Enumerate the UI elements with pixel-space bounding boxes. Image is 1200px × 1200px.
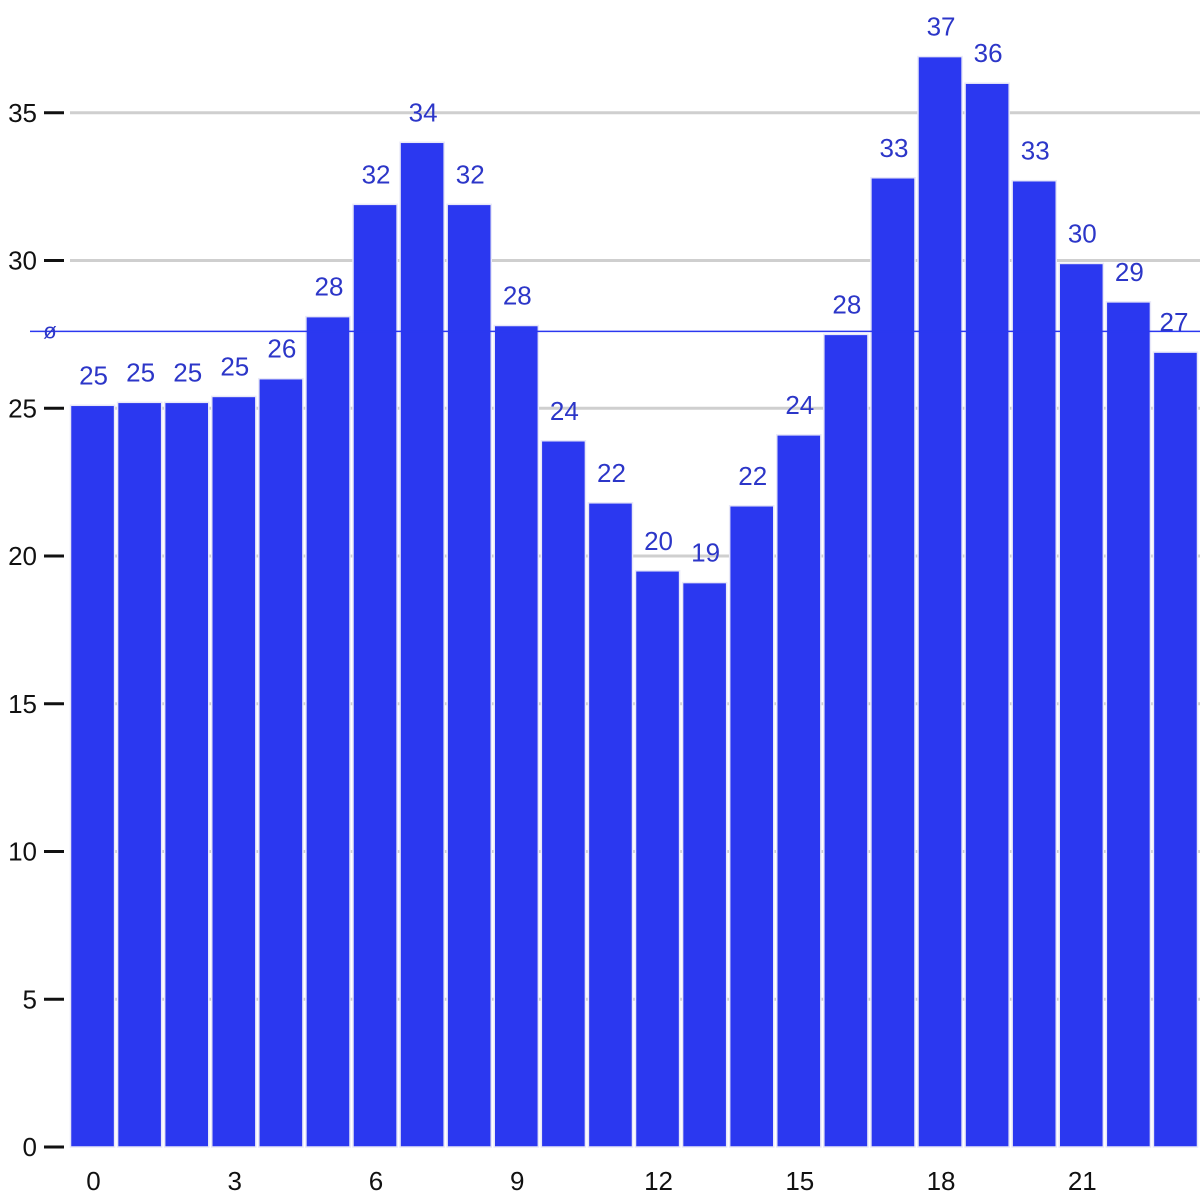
- bar: [1011, 179, 1058, 1148]
- x-tick-label: 3: [228, 1166, 242, 1196]
- bar: [681, 581, 728, 1148]
- bar: [1105, 301, 1152, 1148]
- y-axis: 0 5 10 15 20 25 30 35: [8, 98, 64, 1162]
- y-tick-label: 15: [8, 689, 37, 719]
- data-label: 25: [220, 351, 249, 381]
- average-line-group: ø: [30, 318, 1200, 343]
- x-tick-label: 0: [86, 1166, 100, 1196]
- data-label: 27: [1160, 307, 1189, 337]
- bar: [352, 203, 398, 1148]
- data-label: 20: [644, 526, 673, 556]
- y-tick-label: 35: [8, 98, 37, 128]
- data-label: 28: [503, 281, 532, 311]
- bar: [1058, 262, 1105, 1148]
- data-label: 37: [927, 12, 956, 42]
- bar: [870, 177, 916, 1148]
- data-label: 25: [79, 360, 108, 390]
- bar: [917, 55, 963, 1148]
- bar: [69, 404, 116, 1148]
- data-label: 25: [173, 357, 202, 387]
- y-tick-label: 20: [8, 541, 37, 571]
- data-label: 36: [974, 38, 1003, 68]
- x-tick-label: 18: [927, 1166, 956, 1196]
- bar: [493, 324, 540, 1148]
- bar: [116, 401, 163, 1148]
- bar: [305, 315, 351, 1148]
- data-labels: 25 25 25 25 26 28 32 34 32 28 24 22 20 19 22 24 28 33 37 36…: [79, 12, 1188, 568]
- data-label: 28: [314, 272, 343, 302]
- bars: [69, 55, 1199, 1148]
- bar: [823, 333, 869, 1148]
- bar: [540, 440, 587, 1148]
- bar: [634, 570, 681, 1148]
- bar: [776, 434, 822, 1148]
- x-tick-label: 12: [644, 1166, 673, 1196]
- x-tick-label: 6: [369, 1166, 383, 1196]
- data-label: 29: [1115, 257, 1144, 287]
- data-label: 24: [550, 396, 579, 426]
- x-axis: 0 3 6 9 12 15 18 21: [86, 1166, 1096, 1196]
- x-tick-label: 21: [1068, 1166, 1097, 1196]
- bar: [399, 141, 445, 1148]
- bar: [728, 505, 775, 1148]
- data-label: 19: [691, 538, 720, 568]
- data-label: 33: [1021, 136, 1050, 166]
- y-tick-label: 0: [23, 1132, 37, 1162]
- average-label: ø: [43, 318, 56, 343]
- data-label: 24: [785, 390, 814, 420]
- data-label: 28: [832, 289, 861, 319]
- y-tick-label: 30: [8, 246, 37, 276]
- y-tick-label: 5: [23, 984, 37, 1014]
- data-label: 30: [1068, 218, 1097, 248]
- bar: [446, 203, 492, 1148]
- data-label: 26: [267, 334, 296, 364]
- bar: [587, 502, 634, 1148]
- bar: [258, 377, 304, 1148]
- y-tick-label: 25: [8, 393, 37, 423]
- x-tick-label: 9: [510, 1166, 524, 1196]
- data-label: 22: [738, 461, 767, 491]
- bar: [1152, 351, 1199, 1148]
- bar: [163, 401, 210, 1148]
- y-tick-label: 10: [8, 837, 37, 867]
- bar: [211, 395, 257, 1148]
- bar: [964, 82, 1010, 1148]
- data-label: 32: [362, 159, 391, 189]
- x-tick-label: 15: [785, 1166, 814, 1196]
- data-label: 34: [409, 97, 438, 127]
- data-label: 22: [597, 458, 626, 488]
- data-label: 32: [456, 159, 485, 189]
- data-label: 33: [879, 133, 908, 163]
- data-label: 25: [126, 357, 155, 387]
